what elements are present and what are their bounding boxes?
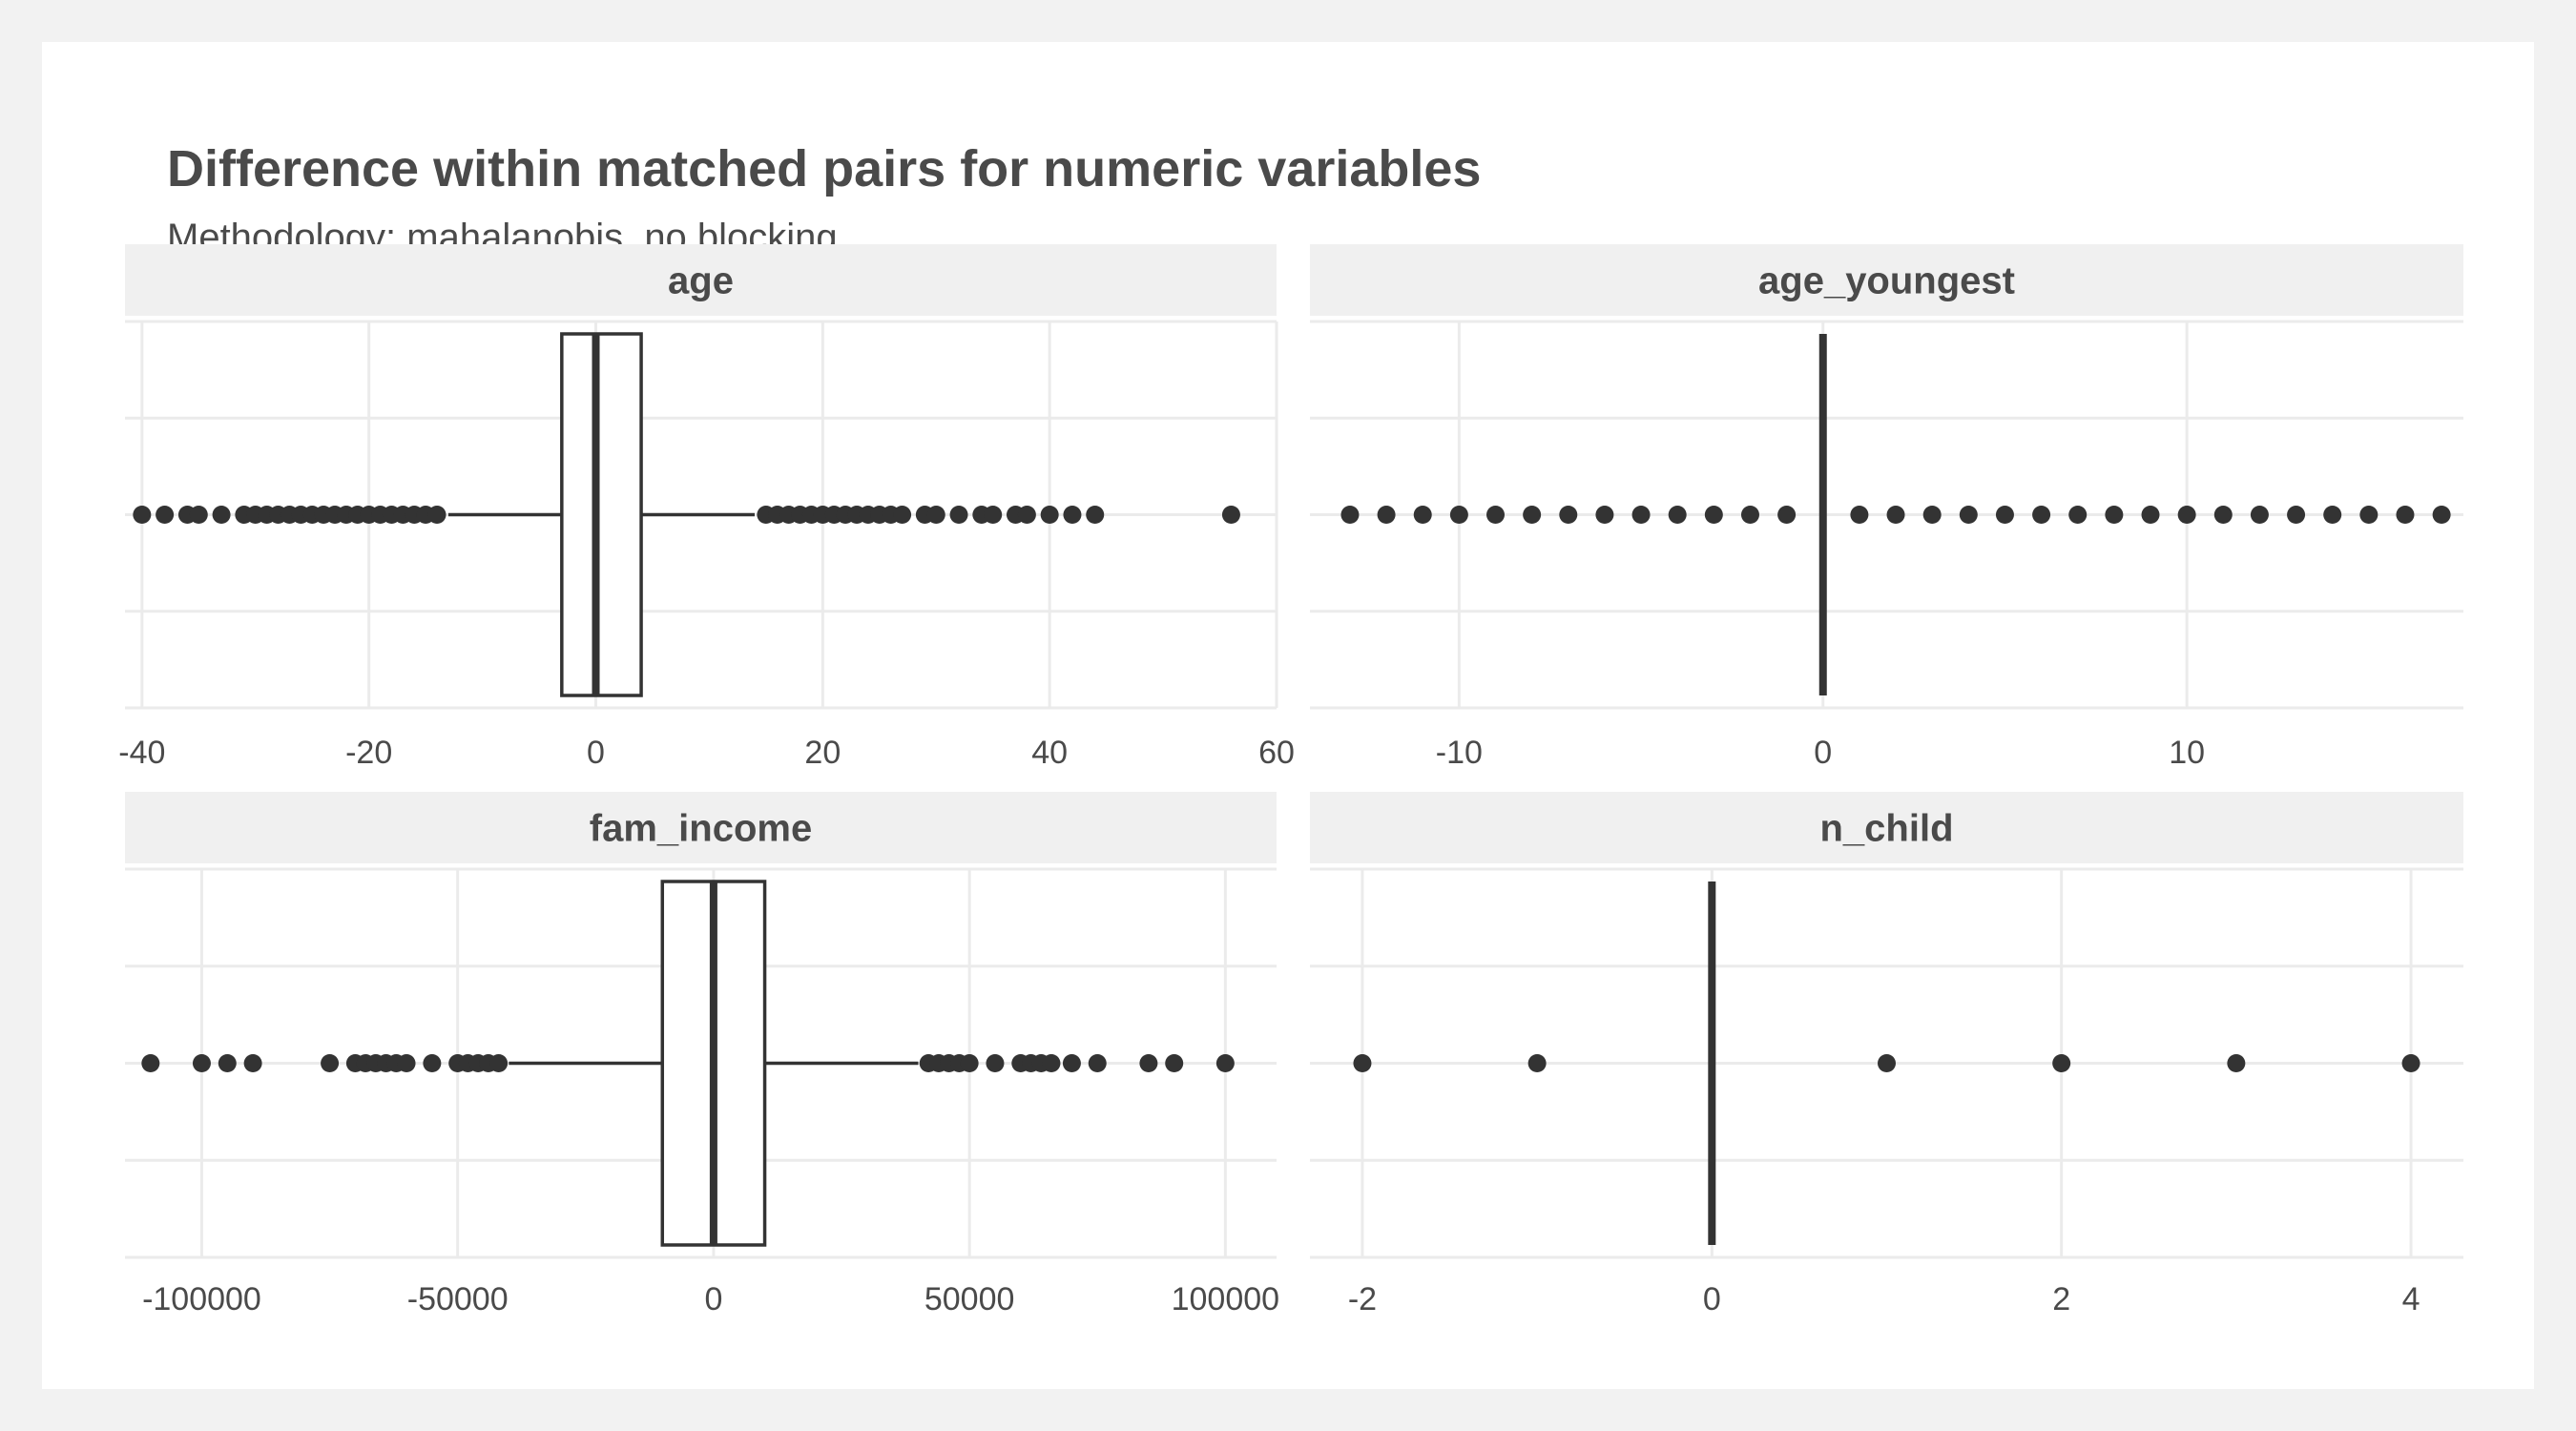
- outlier-point: [1486, 506, 1506, 524]
- outlier-point: [2250, 506, 2269, 524]
- outlier-point: [893, 506, 912, 524]
- outlier-point: [2141, 506, 2160, 524]
- outlier-point: [1086, 506, 1105, 524]
- facet-panel-n-child: n_child -2 0 2 4: [1310, 792, 2463, 1317]
- outlier-point: [960, 1054, 979, 1072]
- outlier-point: [2227, 1054, 2246, 1072]
- outlier-point: [1139, 1054, 1158, 1072]
- facet-strip-label: age_youngest: [1758, 260, 2015, 302]
- x-tick-label: 60: [1258, 735, 1295, 771]
- x-tick-label: 4: [2402, 1281, 2420, 1317]
- outlier-point: [1523, 506, 1542, 524]
- outlier-point: [1221, 506, 1240, 524]
- outlier-point: [218, 1054, 237, 1072]
- facet-panel-age-youngest: age_youngest -10 0 10: [1310, 244, 2463, 771]
- facet-strip: [125, 792, 1277, 863]
- outlier-point: [1165, 1054, 1184, 1072]
- outlier-point: [1413, 506, 1432, 524]
- outlier-point: [1340, 506, 1360, 524]
- outlier-point: [1042, 1054, 1061, 1072]
- outlier-point: [1063, 506, 1082, 524]
- facet-strip-label: n_child: [1819, 808, 1953, 850]
- x-tick-label: -100000: [142, 1281, 261, 1317]
- outlier-point: [1559, 506, 1578, 524]
- outlier-point: [423, 1054, 442, 1072]
- facet-strip: [1310, 792, 2463, 863]
- outlier-point: [1704, 506, 1723, 524]
- outlier-point: [2396, 506, 2415, 524]
- x-tick-label: 0: [1703, 1281, 1721, 1317]
- outlier-point: [2401, 1054, 2420, 1072]
- x-tick-label: -10: [1436, 735, 1483, 771]
- x-tick-label: 100000: [1172, 1281, 1279, 1317]
- outlier-point: [2287, 506, 2306, 524]
- outlier-point: [949, 506, 968, 524]
- outlier-point: [2032, 506, 2051, 524]
- outlier-point: [1959, 506, 1978, 524]
- outlier-point: [397, 1054, 416, 1072]
- outlier-point: [1062, 1054, 1081, 1072]
- outlier-point: [1995, 506, 2014, 524]
- outlier-point: [2323, 506, 2342, 524]
- outlier-point: [1377, 506, 1396, 524]
- facet-strip: [1310, 244, 2463, 316]
- outlier-point: [1878, 1054, 1896, 1072]
- outlier-point: [2213, 506, 2233, 524]
- outlier-point: [1886, 506, 1905, 524]
- chart-title: Difference within matched pairs for nume…: [167, 140, 1482, 197]
- outlier-point: [2105, 506, 2124, 524]
- outlier-point: [1527, 1054, 1547, 1072]
- outlier-point: [2068, 506, 2088, 524]
- outlier-point: [926, 506, 945, 524]
- facet-strip-label: age: [668, 260, 734, 302]
- outlier-point: [212, 506, 231, 524]
- outlier-point: [133, 506, 152, 524]
- outlier-point: [1017, 506, 1036, 524]
- facet-panel-age: age -40 -20 0 20 40 60: [118, 244, 1295, 771]
- outlier-point: [1850, 506, 1869, 524]
- box-iqr: [560, 332, 643, 697]
- outlier-point: [984, 506, 1003, 524]
- outlier-point: [1668, 506, 1687, 524]
- outlier-point: [189, 506, 208, 524]
- outlier-point: [2052, 1054, 2071, 1072]
- x-tick-label: 0: [704, 1281, 722, 1317]
- facet-panel-fam-income: fam_income -100000 -50000 0 50000 100000: [125, 792, 1279, 1317]
- outlier-point: [489, 1054, 509, 1072]
- outlier-point: [1740, 506, 1759, 524]
- x-tick-label: 0: [587, 735, 605, 771]
- x-tick-label: -40: [118, 735, 165, 771]
- outlier-point: [1215, 1054, 1235, 1072]
- outlier-point: [156, 506, 175, 524]
- outlier-point: [1777, 506, 1797, 524]
- outlier-point: [2177, 506, 2196, 524]
- outlier-point: [243, 1054, 262, 1072]
- outlier-point: [192, 1054, 211, 1072]
- x-tick-label: -50000: [407, 1281, 509, 1317]
- x-tick-label: -20: [345, 735, 392, 771]
- outlier-point: [1922, 506, 1942, 524]
- outlier-point: [1353, 1054, 1372, 1072]
- x-tick-label: 20: [804, 735, 841, 771]
- outlier-point: [1449, 506, 1468, 524]
- x-tick-label: 2: [2052, 1281, 2070, 1317]
- outlier-point: [1631, 506, 1651, 524]
- outlier-point: [2432, 506, 2451, 524]
- outlier-point: [321, 1054, 340, 1072]
- outlier-point: [1040, 506, 1059, 524]
- x-tick-label: 40: [1031, 735, 1068, 771]
- facet-strip-label: fam_income: [590, 808, 812, 850]
- outlier-point: [986, 1054, 1005, 1072]
- outlier-point: [1088, 1054, 1107, 1072]
- x-tick-label: -2: [1348, 1281, 1377, 1317]
- x-tick-label: 0: [1814, 735, 1832, 771]
- outlier-point: [141, 1054, 160, 1072]
- x-tick-label: 50000: [924, 1281, 1015, 1317]
- x-tick-label: 10: [2169, 735, 2205, 771]
- facet-strip: [125, 244, 1277, 316]
- outlier-point: [2359, 506, 2379, 524]
- outlier-point: [427, 506, 447, 524]
- outlier-point: [1595, 506, 1614, 524]
